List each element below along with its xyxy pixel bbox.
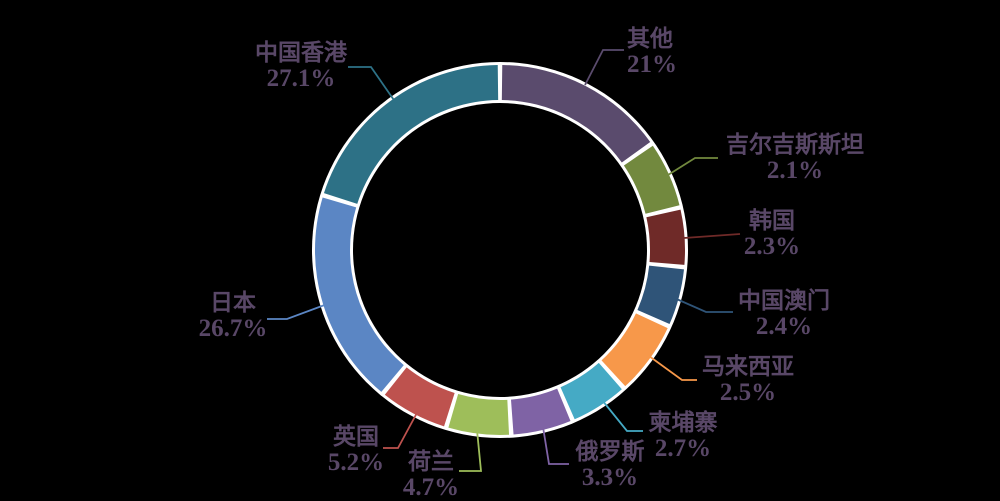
segment-value: 5.2%	[327, 449, 385, 476]
segment-value: 2.1%	[766, 157, 824, 184]
segment-value: 2.4%	[755, 313, 813, 340]
leader-line-0	[584, 49, 624, 86]
segment-name: 中国澳门	[738, 288, 830, 314]
donut-segment-6	[510, 388, 571, 435]
segment-value: 3.3%	[581, 464, 639, 491]
segment-value: 2.5%	[719, 379, 777, 406]
donut-segment-7	[448, 394, 510, 436]
leader-line-2	[683, 233, 741, 239]
donut-segment-2	[646, 209, 685, 265]
segment-callout-0: 其他 21%	[627, 26, 677, 78]
segment-callout-2: 韩国 2.3%	[743, 208, 801, 260]
segment-name: 荷兰	[408, 449, 454, 475]
donut-segment-5	[560, 362, 622, 420]
segment-callout-10: 中国香港 27.1%	[255, 40, 347, 92]
donut-segment-10	[323, 65, 499, 204]
segment-callout-5: 柬埔寨 2.7%	[648, 410, 718, 462]
segment-callout-1: 吉尔吉斯斯坦 2.1%	[726, 132, 864, 184]
segment-callout-4: 马来西亚 2.5%	[702, 354, 794, 406]
leader-line-10	[348, 66, 397, 104]
donut-segment-8	[384, 367, 455, 427]
segment-name: 中国香港	[255, 40, 347, 66]
segment-callout-6: 俄罗斯 3.3%	[575, 439, 645, 491]
leader-line-3	[671, 296, 733, 313]
leader-line-6	[542, 426, 569, 465]
segment-value: 27.1%	[266, 65, 336, 92]
segment-value: 2.7%	[654, 435, 712, 462]
segment-name: 其他	[627, 26, 673, 52]
segment-value: 2.3%	[743, 233, 801, 260]
segment-value: 26.7%	[198, 315, 268, 342]
segment-callout-3: 中国澳门 2.4%	[738, 288, 830, 340]
donut-segment-1	[623, 145, 680, 214]
segment-name: 英国	[333, 424, 379, 450]
leader-line-7	[459, 429, 482, 472]
leader-line-8	[383, 410, 419, 449]
leader-line-4	[648, 355, 697, 381]
donut-segment-3	[637, 265, 684, 325]
donut-segment-4	[601, 313, 668, 387]
segment-callout-9: 日本 26.7%	[198, 290, 268, 342]
segment-name: 俄罗斯	[575, 439, 645, 465]
segment-value: 4.7%	[402, 474, 460, 501]
segment-value: 21%	[627, 51, 677, 78]
segment-callout-8: 英国 5.2%	[327, 424, 385, 476]
segment-name: 日本	[210, 290, 256, 316]
segment-name: 马来西亚	[702, 354, 794, 380]
leader-line-9	[267, 302, 331, 320]
segment-callout-7: 荷兰 4.7%	[402, 449, 460, 501]
leader-line-1	[667, 157, 718, 176]
donut-hole	[353, 103, 647, 397]
segment-name: 吉尔吉斯斯坦	[726, 132, 864, 158]
donut-segment-0	[501, 65, 651, 163]
segment-name: 韩国	[749, 208, 795, 234]
leader-line-5	[601, 399, 643, 432]
donut-segment-9	[315, 197, 404, 392]
segment-name: 柬埔寨	[648, 410, 718, 436]
